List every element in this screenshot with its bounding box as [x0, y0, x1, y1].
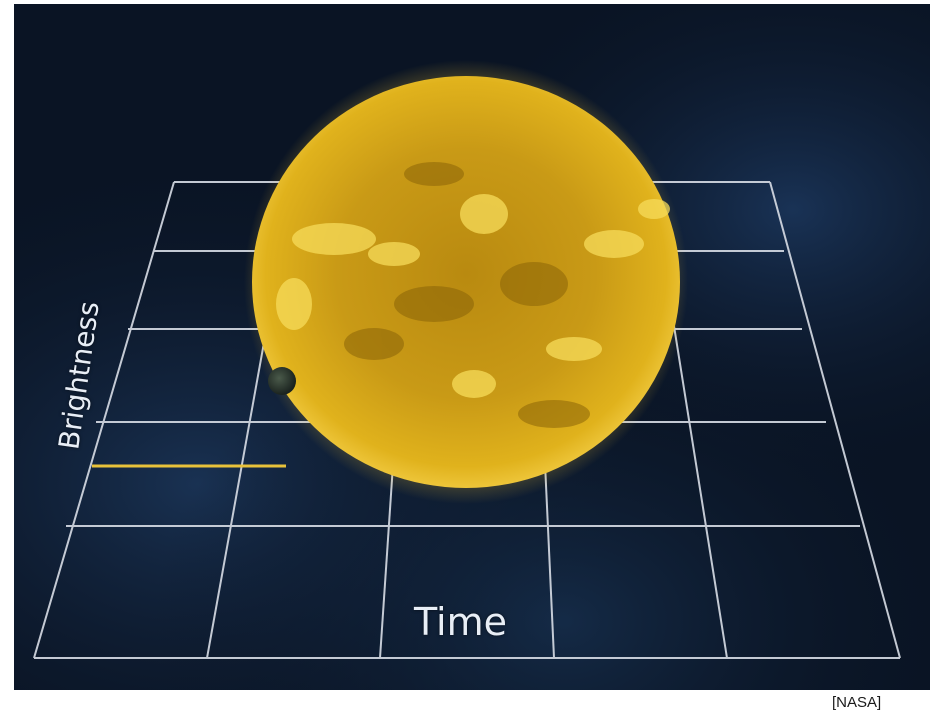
grid-line [769, 181, 901, 659]
planet [268, 367, 296, 395]
sun [252, 76, 680, 488]
transit-illustration: Brightness Time [14, 4, 930, 690]
x-axis-label: Time [414, 600, 507, 644]
sun-active-regions [276, 194, 670, 398]
sun-dark-regions [344, 162, 590, 428]
transit-diagram [14, 4, 930, 690]
grid-line [33, 181, 175, 659]
image-credit: [NASA] [832, 694, 882, 711]
